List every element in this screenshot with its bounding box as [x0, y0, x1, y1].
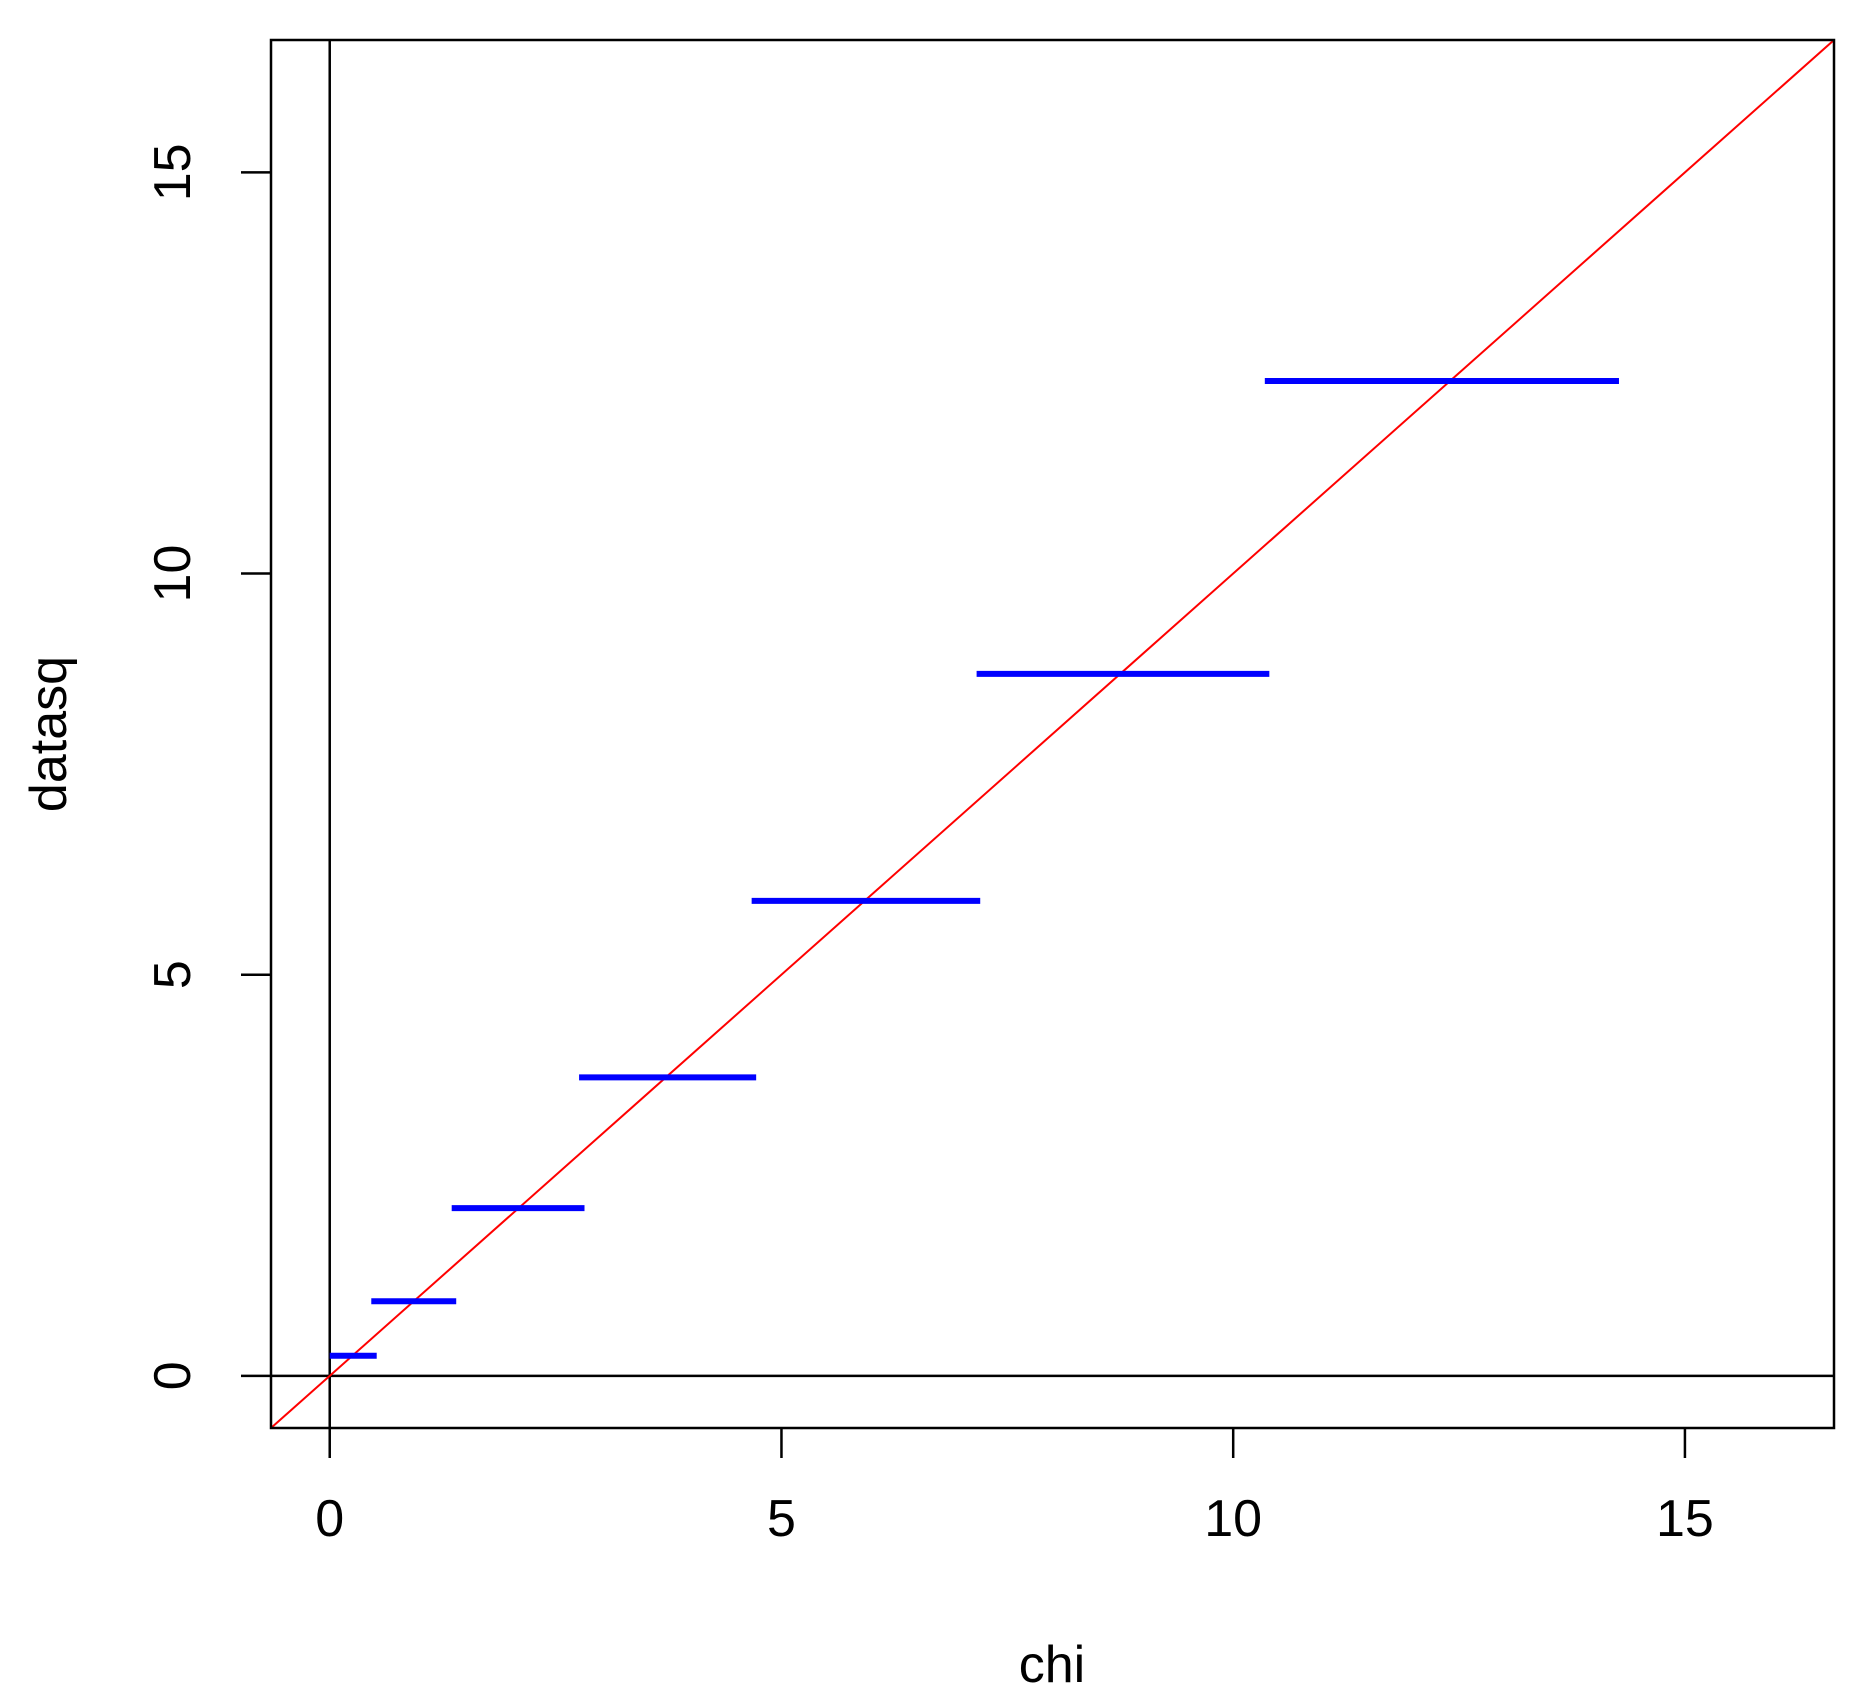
y-axis-title: datasq	[20, 656, 78, 812]
axes-layer: 0 5 10 15 0 5 10 15	[144, 38, 1836, 1548]
plot-area	[271, 40, 1834, 1428]
y-tick-label-15: 15	[144, 143, 202, 201]
x-tick-label-5: 5	[767, 1490, 796, 1548]
diagonal-line	[271, 40, 1834, 1428]
x-tick-label-0: 0	[315, 1490, 344, 1548]
x-axis-title: chi	[1019, 1636, 1085, 1694]
plot-frame	[269, 38, 1836, 1430]
y-tick-label-5: 5	[144, 960, 202, 989]
x-tick-label-10: 10	[1204, 1490, 1262, 1548]
x-tick-label-15: 15	[1656, 1490, 1714, 1548]
y-tick-label-0: 0	[144, 1361, 202, 1390]
y-tick-label-10: 10	[144, 545, 202, 603]
